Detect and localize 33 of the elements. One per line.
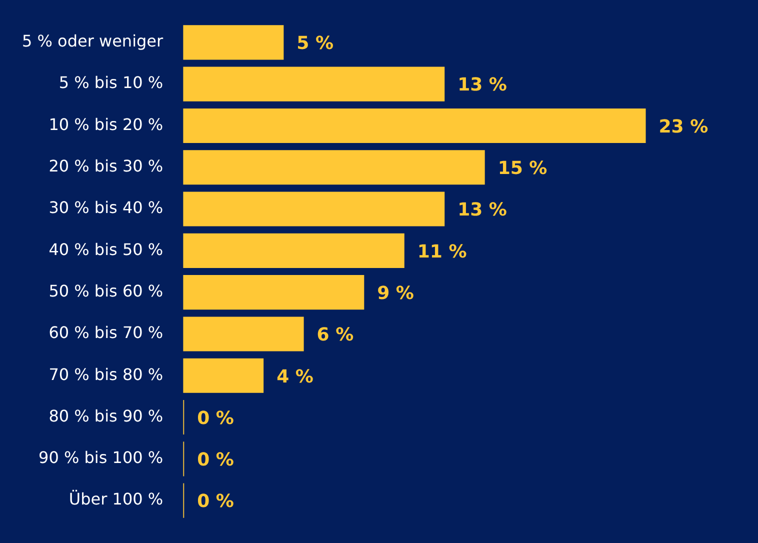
data-label: 23 %: [658, 116, 708, 138]
y-tick-label: 5 % bis 10 %: [58, 73, 164, 92]
data-label: 4 %: [276, 366, 314, 388]
bar: [183, 316, 304, 352]
bar: [183, 108, 646, 144]
data-label: 13 %: [458, 200, 507, 221]
y-tick-label: 90 % bis 100 %: [38, 448, 164, 468]
y-tick-label: 20 % bis 30 %: [48, 156, 164, 176]
data-label: 6 %: [316, 324, 354, 346]
data-label: 0 %: [197, 491, 234, 512]
data-label: 11 %: [417, 241, 467, 262]
y-tick-label: 30 % bis 40 %: [48, 198, 164, 218]
data-label: 9 %: [377, 282, 414, 304]
y-tick-label: 40 % bis 50 %: [48, 240, 164, 259]
data-label: 0 %: [197, 450, 234, 471]
y-tick-label: 70 % bis 80 %: [48, 364, 164, 384]
bar: [183, 192, 445, 226]
data-label: 0 %: [197, 408, 234, 429]
bar: [183, 66, 445, 102]
bar: [183, 233, 404, 268]
y-tick-label: Über 100 %: [68, 490, 164, 509]
bar: [183, 150, 485, 185]
bar: [183, 275, 364, 310]
y-tick-label: 50 % bis 60 %: [48, 281, 164, 300]
data-label: 15 %: [498, 158, 548, 180]
y-tick-label: 60 % bis 70 %: [48, 323, 164, 342]
y-tick-label: 5 % oder weniger: [22, 32, 164, 51]
y-tick-label: 80 % bis 90 %: [48, 406, 164, 426]
data-label: 13 %: [458, 74, 507, 96]
bar: [183, 358, 264, 393]
data-label: 5 %: [296, 33, 334, 54]
bar: [183, 25, 284, 60]
y-tick-label: 10 % bis 20 %: [48, 114, 164, 134]
